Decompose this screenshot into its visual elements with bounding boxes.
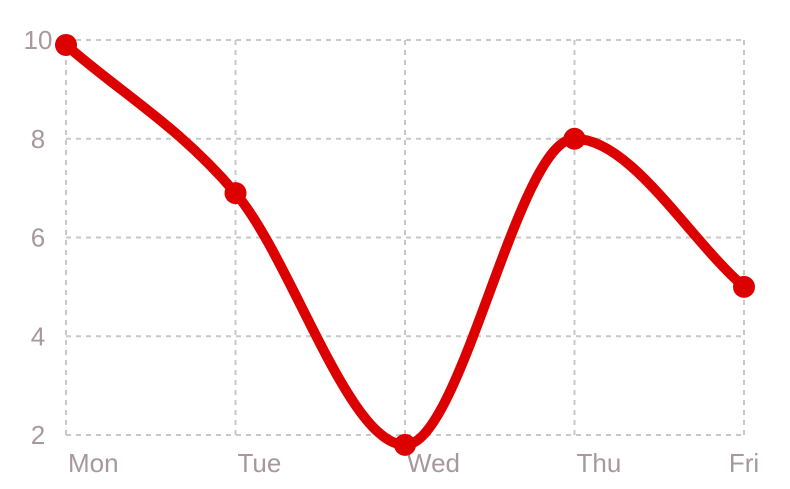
data-point-tue bbox=[224, 182, 247, 205]
data-point-mon bbox=[55, 33, 77, 56]
x-axis-ticks: Mon Tue Wed Thu Fri bbox=[68, 448, 759, 478]
y-tick-label-6: 6 bbox=[31, 223, 45, 253]
x-tick-label-thu: Thu bbox=[577, 448, 622, 478]
data-points bbox=[55, 33, 755, 456]
y-tick-label-10: 10 bbox=[24, 25, 53, 55]
x-tick-label-wed: Wed bbox=[407, 448, 460, 478]
y-axis-ticks: 2 4 6 8 10 bbox=[24, 25, 53, 450]
y-tick-label-8: 8 bbox=[31, 124, 45, 154]
x-tick-label-tue: Tue bbox=[238, 448, 282, 478]
data-point-wed bbox=[394, 433, 416, 456]
data-point-fri bbox=[733, 275, 755, 298]
y-tick-label-2: 2 bbox=[31, 420, 45, 450]
x-tick-label-fri: Fri bbox=[729, 448, 759, 478]
grid bbox=[65, 39, 745, 436]
data-point-thu bbox=[563, 127, 586, 150]
y-tick-label-4: 4 bbox=[31, 321, 45, 351]
x-tick-label-mon: Mon bbox=[68, 448, 119, 478]
